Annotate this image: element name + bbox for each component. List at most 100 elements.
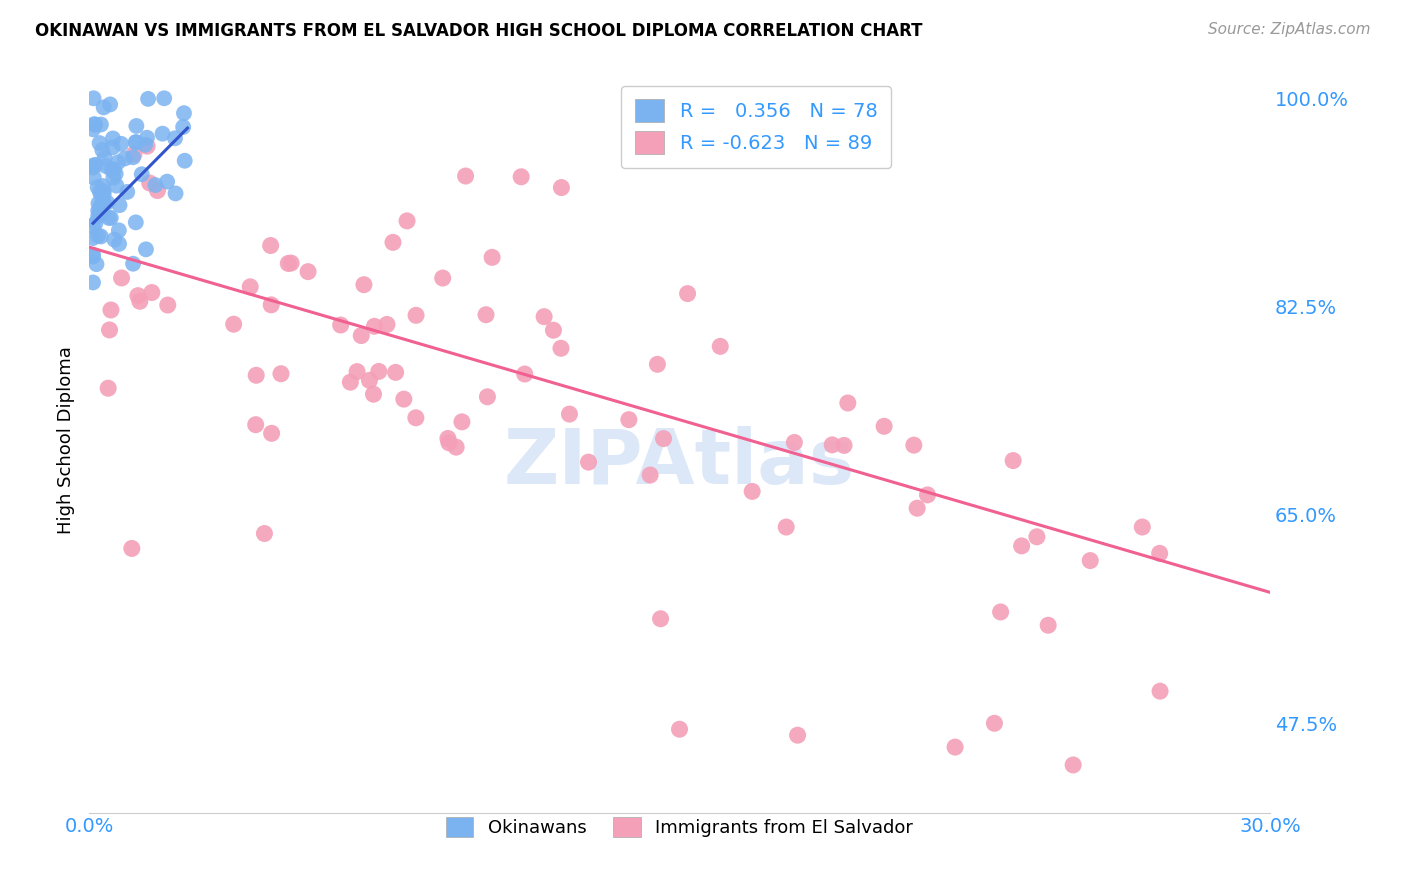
Point xyxy=(1149,546,1171,560)
Point xyxy=(128,294,150,309)
Point xyxy=(444,440,467,454)
Y-axis label: High School Diploma: High School Diploma xyxy=(58,347,75,534)
Point xyxy=(110,271,132,285)
Point xyxy=(139,176,162,190)
Point xyxy=(125,135,148,149)
Point xyxy=(87,228,110,243)
Point xyxy=(437,432,460,446)
Point xyxy=(82,231,104,245)
Point xyxy=(108,236,131,251)
Point xyxy=(136,92,159,106)
Point xyxy=(837,396,859,410)
Point xyxy=(101,131,124,145)
Text: Source: ZipAtlas.com: Source: ZipAtlas.com xyxy=(1208,22,1371,37)
Point xyxy=(101,140,124,154)
Point xyxy=(163,131,186,145)
Point xyxy=(127,288,149,302)
Point xyxy=(277,256,299,270)
Point xyxy=(82,159,104,173)
Point xyxy=(82,276,104,290)
Point xyxy=(91,179,114,194)
Point xyxy=(668,723,690,737)
Point xyxy=(1002,453,1025,467)
Point xyxy=(533,310,555,324)
Point xyxy=(451,415,474,429)
Point xyxy=(775,520,797,534)
Point xyxy=(260,298,283,312)
Point xyxy=(741,484,763,499)
Point xyxy=(475,308,498,322)
Point xyxy=(104,167,127,181)
Point xyxy=(1078,553,1101,567)
Point xyxy=(134,137,156,152)
Point xyxy=(239,280,262,294)
Point xyxy=(87,196,110,211)
Point xyxy=(89,185,111,199)
Point xyxy=(346,365,368,379)
Point xyxy=(454,169,477,183)
Point xyxy=(86,180,108,194)
Point xyxy=(481,251,503,265)
Point xyxy=(135,243,157,257)
Point xyxy=(558,407,581,421)
Point xyxy=(350,328,373,343)
Point xyxy=(983,716,1005,731)
Point xyxy=(676,286,699,301)
Point xyxy=(550,341,572,355)
Point xyxy=(259,238,281,252)
Point xyxy=(89,206,111,220)
Point xyxy=(943,740,966,755)
Point xyxy=(353,277,375,292)
Point xyxy=(359,373,381,387)
Point xyxy=(86,257,108,271)
Point xyxy=(172,120,194,134)
Point xyxy=(280,256,302,270)
Point xyxy=(89,205,111,219)
Text: OKINAWAN VS IMMIGRANTS FROM EL SALVADOR HIGH SCHOOL DIPLOMA CORRELATION CHART: OKINAWAN VS IMMIGRANTS FROM EL SALVADOR … xyxy=(35,22,922,40)
Point xyxy=(270,367,292,381)
Point xyxy=(122,150,145,164)
Point xyxy=(131,167,153,181)
Point xyxy=(153,91,176,105)
Point xyxy=(103,170,125,185)
Point xyxy=(93,187,115,202)
Point xyxy=(384,365,406,379)
Point xyxy=(260,426,283,441)
Legend: Okinawans, Immigrants from El Salvador: Okinawans, Immigrants from El Salvador xyxy=(439,810,920,845)
Point xyxy=(873,419,896,434)
Point xyxy=(93,184,115,198)
Point xyxy=(432,271,454,285)
Point xyxy=(339,375,361,389)
Point xyxy=(136,130,159,145)
Point xyxy=(638,468,661,483)
Point xyxy=(94,159,117,173)
Point xyxy=(84,158,107,172)
Point xyxy=(647,357,669,371)
Point xyxy=(437,435,460,450)
Point xyxy=(110,136,132,151)
Point xyxy=(84,118,107,132)
Point xyxy=(821,438,844,452)
Point xyxy=(87,203,110,218)
Point xyxy=(329,318,352,332)
Point xyxy=(145,178,167,192)
Point xyxy=(1038,618,1060,632)
Point xyxy=(82,250,104,264)
Point xyxy=(405,410,427,425)
Point xyxy=(903,438,925,452)
Point xyxy=(108,198,131,212)
Point xyxy=(107,155,129,169)
Point xyxy=(125,136,148,150)
Point xyxy=(165,186,187,201)
Point xyxy=(1025,530,1047,544)
Point xyxy=(543,323,565,337)
Point xyxy=(100,211,122,225)
Point xyxy=(392,392,415,406)
Point xyxy=(405,308,427,322)
Point xyxy=(103,162,125,177)
Point xyxy=(1149,684,1171,698)
Text: ZIPAtlas: ZIPAtlas xyxy=(503,425,855,500)
Point xyxy=(83,117,105,131)
Point xyxy=(91,143,114,157)
Point xyxy=(709,339,731,353)
